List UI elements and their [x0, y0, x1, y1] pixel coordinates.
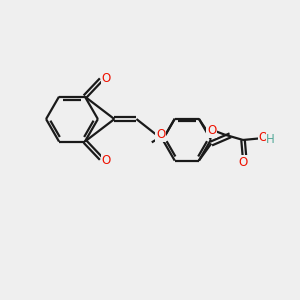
Text: O: O [207, 124, 216, 137]
Text: O: O [101, 72, 111, 85]
Text: O: O [101, 154, 111, 166]
Text: H: H [266, 133, 275, 146]
Text: O: O [238, 156, 248, 169]
Text: O: O [156, 128, 165, 142]
Text: O: O [259, 131, 268, 144]
